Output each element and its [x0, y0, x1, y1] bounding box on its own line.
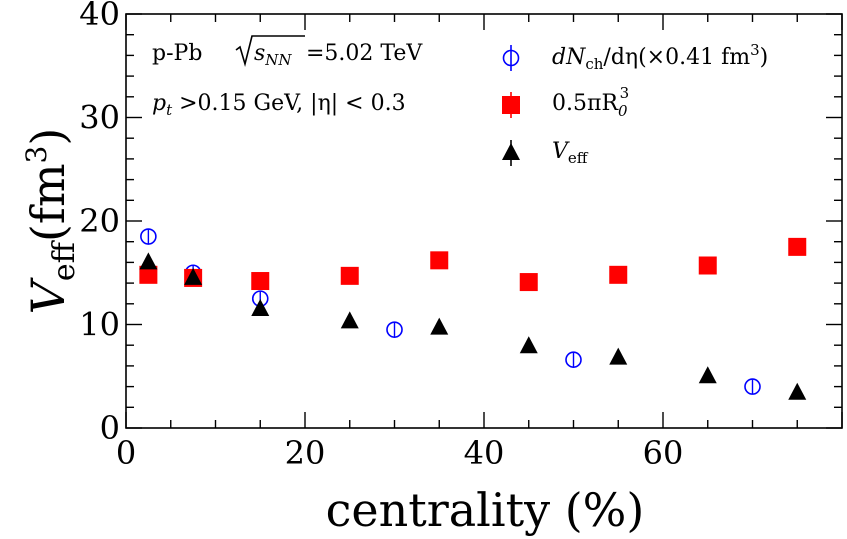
legend-entry-r0: 0.5πR03	[502, 84, 629, 120]
legend-entry-veff: Veff	[502, 139, 589, 167]
legend-entry-dnch: dNch/dη(×0.41 fm3)	[502, 41, 768, 73]
data-points	[139, 228, 807, 400]
data-point-square	[340, 266, 359, 285]
series-open-circle	[140, 228, 761, 395]
data-point-triangle	[251, 298, 270, 316]
plot-frame	[125, 13, 843, 429]
annotation-cuts: pt >0.15 GeV, |η| < 0.3	[152, 91, 406, 119]
data-point-triangle	[788, 382, 807, 400]
data-point-circle	[386, 321, 403, 338]
data-point-triangle	[139, 252, 158, 270]
svg-text:0.5πR03: 0.5πR03	[552, 84, 629, 120]
x-tick-label: 40	[464, 434, 505, 472]
x-tick-label: 20	[285, 434, 326, 472]
x-axis-title: centrality (%)	[326, 483, 645, 537]
legend-marker-open-circle	[502, 49, 520, 67]
legend: dNch/dη(×0.41 fm3) 0.5πR03 Veff	[502, 41, 768, 167]
y-tick-label: 40	[79, 0, 120, 33]
data-point-triangle	[698, 366, 717, 384]
data-point-square	[698, 256, 717, 275]
data-point-square	[788, 237, 807, 256]
y-tick-label: 10	[79, 306, 120, 344]
data-point-square	[609, 265, 628, 284]
data-point-square	[430, 251, 449, 270]
svg-text:=5.02 TeV: =5.02 TeV	[306, 41, 423, 66]
svg-text:pt >0.15 GeV, |η| < 0.3: pt >0.15 GeV, |η| < 0.3	[152, 91, 406, 119]
data-point-circle	[744, 378, 761, 395]
data-point-triangle	[609, 347, 628, 365]
svg-text:p-Pb: p-Pb	[152, 41, 202, 66]
plot-border	[125, 13, 843, 429]
sqrt-symbol	[235, 35, 305, 68]
y-tick-label: 20	[79, 202, 120, 240]
x-tick-label: 0	[116, 434, 136, 472]
data-point-circle	[565, 351, 582, 368]
annotation-energy: p-Pb sNN =5.02 TeV	[152, 35, 423, 69]
axis-ticks	[125, 13, 843, 429]
series-triangle	[139, 252, 807, 400]
data-point-square	[139, 265, 158, 284]
data-point-triangle	[340, 311, 359, 329]
data-point-triangle	[184, 267, 203, 285]
data-point-square	[251, 272, 270, 291]
y-tick-label: 30	[79, 99, 120, 137]
data-point-triangle	[430, 317, 449, 335]
svg-text:Veff: Veff	[552, 139, 589, 167]
data-point-circle	[140, 228, 157, 245]
svg-text:dNch/dη(×0.41 fm3): dNch/dη(×0.41 fm3)	[552, 41, 768, 73]
svg-text:sNN: sNN	[254, 41, 292, 69]
data-point-triangle	[519, 336, 538, 354]
tick-labels: 0 20 40 60 0 10 20 30 40	[79, 0, 683, 472]
y-tick-label: 0	[100, 409, 120, 447]
data-point-square	[519, 273, 538, 292]
y-axis-title: Veff(fm3)	[20, 128, 82, 315]
x-tick-label: 60	[643, 434, 684, 472]
series-square	[139, 237, 807, 292]
